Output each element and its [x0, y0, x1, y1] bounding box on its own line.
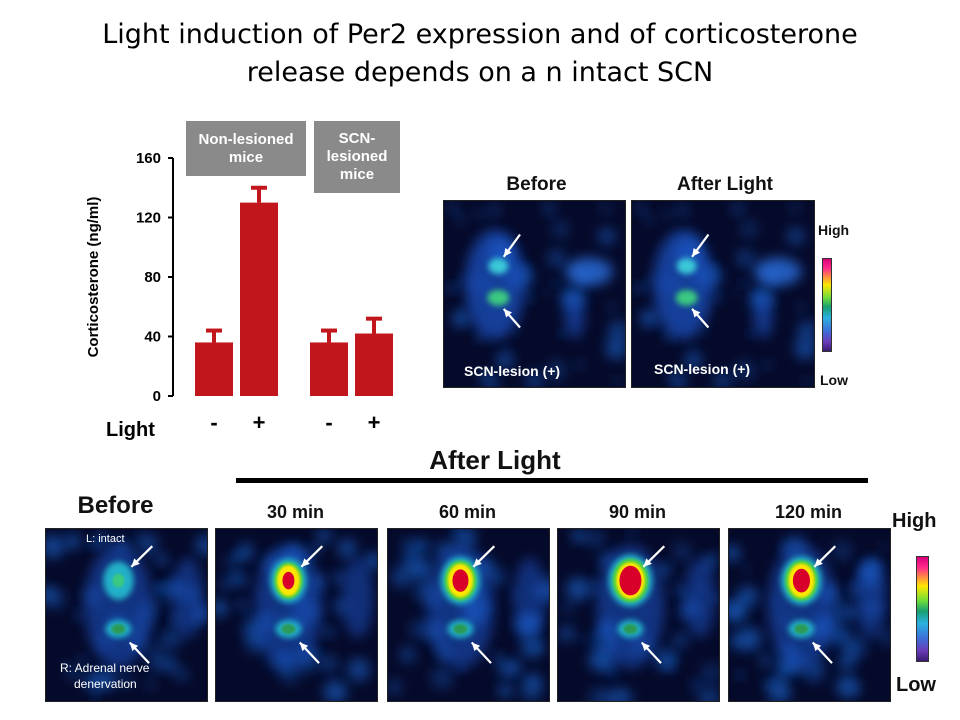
- after-light-bracket-line: [236, 478, 868, 483]
- tissue-signal: [634, 202, 814, 387]
- bottom-panel-120min: [728, 528, 891, 702]
- tissue-signal: [388, 529, 549, 701]
- x-axis-label: Light: [106, 419, 155, 441]
- bar: [355, 333, 393, 396]
- arrow-head: [692, 247, 701, 257]
- arrow-head: [643, 558, 652, 567]
- arrow-head: [503, 247, 512, 257]
- x-tick-label: +: [253, 410, 266, 435]
- title-line-1: Light induction of Per2 expression and o…: [102, 19, 858, 50]
- bottom-panel-90min: [557, 528, 720, 702]
- intact-label: L: intact: [86, 533, 125, 545]
- lesion-label-after: SCN-lesion (+): [654, 361, 751, 377]
- title-line-2: release depends on a n intact SCN: [246, 57, 714, 88]
- bottom-header-before: Before: [77, 492, 154, 519]
- top-panel-before: SCN-lesion (+): [443, 200, 626, 388]
- y-tick-label: 120: [136, 210, 161, 227]
- top-scale-high-label: High: [818, 222, 850, 238]
- top-before-header: Before: [506, 174, 567, 195]
- bottom-header-30min: 30 min: [266, 502, 325, 522]
- bottom-panel-60min: [387, 528, 550, 702]
- y-tick-label: 80: [144, 269, 161, 286]
- y-axis-label: Corticosterone (ng/ml): [85, 197, 102, 358]
- arrow-head: [471, 642, 481, 652]
- x-tick-label: -: [210, 410, 217, 435]
- tissue-signal: [558, 529, 719, 701]
- group-label-scnlesioned: SCN- lesioned mice: [314, 121, 400, 193]
- arrow-head: [131, 558, 140, 567]
- arrow-head: [299, 642, 309, 652]
- y-tick-label: 0: [153, 388, 161, 405]
- bottom-color-scale-bar: [916, 556, 929, 662]
- y-tick-label: 160: [136, 150, 161, 167]
- tissue-signal: [446, 202, 625, 387]
- arrow-head: [692, 308, 701, 318]
- bottom-header-120min: 120 min: [774, 502, 843, 522]
- arrow-head: [301, 558, 310, 567]
- bottom-header-90min: 90 min: [608, 502, 667, 522]
- bottom-panel-before: L: intact R: Adrenal nerve denervation: [45, 528, 208, 702]
- bar: [195, 342, 233, 396]
- corticosterone-bar-chart: 160 120 80 40 0 Corticosterone (ng/ml) - + - + Lig…: [85, 150, 393, 441]
- top-scale-low-label: Low: [820, 372, 848, 388]
- bar: [310, 342, 348, 396]
- after-light-header: After Light: [429, 445, 561, 475]
- tissue-signal: [46, 531, 207, 701]
- group-label-nonlesioned: Non-lesioned mice: [186, 121, 306, 176]
- tissue-signal: [216, 529, 377, 701]
- bar: [240, 202, 278, 396]
- adrenal-label-line-1: R: Adrenal nerve: [60, 661, 150, 675]
- bottom-header-60min: 60 min: [438, 502, 497, 522]
- bottom-panel-30min: [215, 528, 378, 702]
- top-after-header: After Light: [676, 174, 774, 195]
- top-color-scale-bar: [822, 258, 832, 352]
- top-panel-after: SCN-lesion (+): [631, 200, 815, 388]
- arrow-head: [641, 642, 651, 652]
- lesion-label-before: SCN-lesion (+): [464, 363, 561, 379]
- arrow-head: [473, 558, 482, 567]
- arrow-head: [812, 642, 822, 652]
- bottom-scale-low-label: Low: [896, 674, 936, 696]
- x-tick-label: -: [325, 410, 332, 435]
- x-tick-label: +: [368, 410, 381, 435]
- arrow-head: [814, 558, 823, 567]
- tissue-signal: [729, 535, 890, 701]
- adrenal-label-line-2: denervation: [74, 677, 137, 691]
- y-tick-label: 40: [144, 329, 161, 346]
- page-title: Light induction of Per2 expression and o…: [0, 16, 960, 92]
- arrow-head: [129, 642, 139, 652]
- bottom-scale-high-label: High: [892, 510, 937, 532]
- arrow-head: [503, 308, 513, 318]
